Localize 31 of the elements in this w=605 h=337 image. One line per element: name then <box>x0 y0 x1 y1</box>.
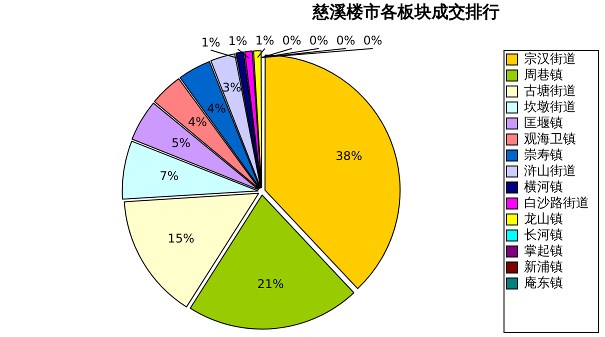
data-label: 38% <box>336 149 362 164</box>
legend-label: 长河镇 <box>524 228 563 243</box>
legend-label: 庵东镇 <box>524 276 563 291</box>
data-label: 1% <box>255 34 274 48</box>
data-label: 7% <box>160 168 179 183</box>
legend-label: 浒山街道 <box>524 164 576 179</box>
legend-label: 古塘街道 <box>524 84 576 99</box>
legend-label: 横河镇 <box>524 180 563 195</box>
legend-label: 白沙路街道 <box>524 196 589 211</box>
text: 0% <box>309 34 328 48</box>
legend-label: 坎墩街道 <box>523 100 576 115</box>
legend-label: 新浦镇 <box>524 260 563 275</box>
data-label: 5% <box>171 136 191 150</box>
legend-label: 周巷镇 <box>524 68 563 83</box>
chart-title: 慈溪楼市各板块成交排行 <box>312 2 500 22</box>
legend-label: 宗汉街道 <box>524 50 576 67</box>
data-label: 15% <box>168 231 194 246</box>
data-label: 1% <box>228 34 248 48</box>
data-label: 1% <box>201 35 220 50</box>
data-label: 21% <box>257 277 284 292</box>
legend-label: 崇寿镇 <box>524 148 563 163</box>
data-label: 3% <box>222 80 242 95</box>
legend-label: 观海卫镇 <box>524 132 576 147</box>
text: 0% <box>282 34 302 48</box>
text: 0% <box>363 34 382 48</box>
legend-label: 龙山镇 <box>524 212 563 227</box>
legend-label: 匡堰镇 <box>524 116 563 131</box>
data-label: 4% <box>207 101 226 116</box>
legend-label: 掌起镇 <box>524 244 563 259</box>
data-label: 4% <box>188 115 208 130</box>
text: 0% <box>336 34 356 48</box>
